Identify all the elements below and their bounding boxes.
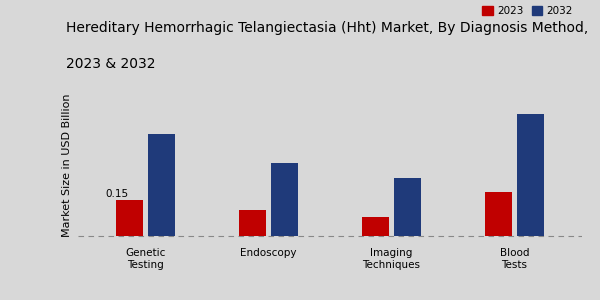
Y-axis label: Market Size in USD Billion: Market Size in USD Billion: [62, 93, 73, 237]
Text: 2023 & 2032: 2023 & 2032: [66, 57, 155, 71]
Bar: [239, 209, 266, 236]
Bar: [485, 192, 512, 236]
Bar: [271, 163, 298, 236]
Bar: [362, 217, 389, 236]
Bar: [148, 134, 175, 236]
Bar: [116, 200, 143, 236]
Bar: [517, 114, 544, 236]
Legend: 2023, 2032: 2023, 2032: [478, 2, 577, 20]
Text: 0.15: 0.15: [105, 189, 128, 199]
Bar: [394, 178, 421, 236]
Text: Hereditary Hemorrhagic Telangiectasia (Hht) Market, By Diagnosis Method,: Hereditary Hemorrhagic Telangiectasia (H…: [66, 21, 588, 35]
